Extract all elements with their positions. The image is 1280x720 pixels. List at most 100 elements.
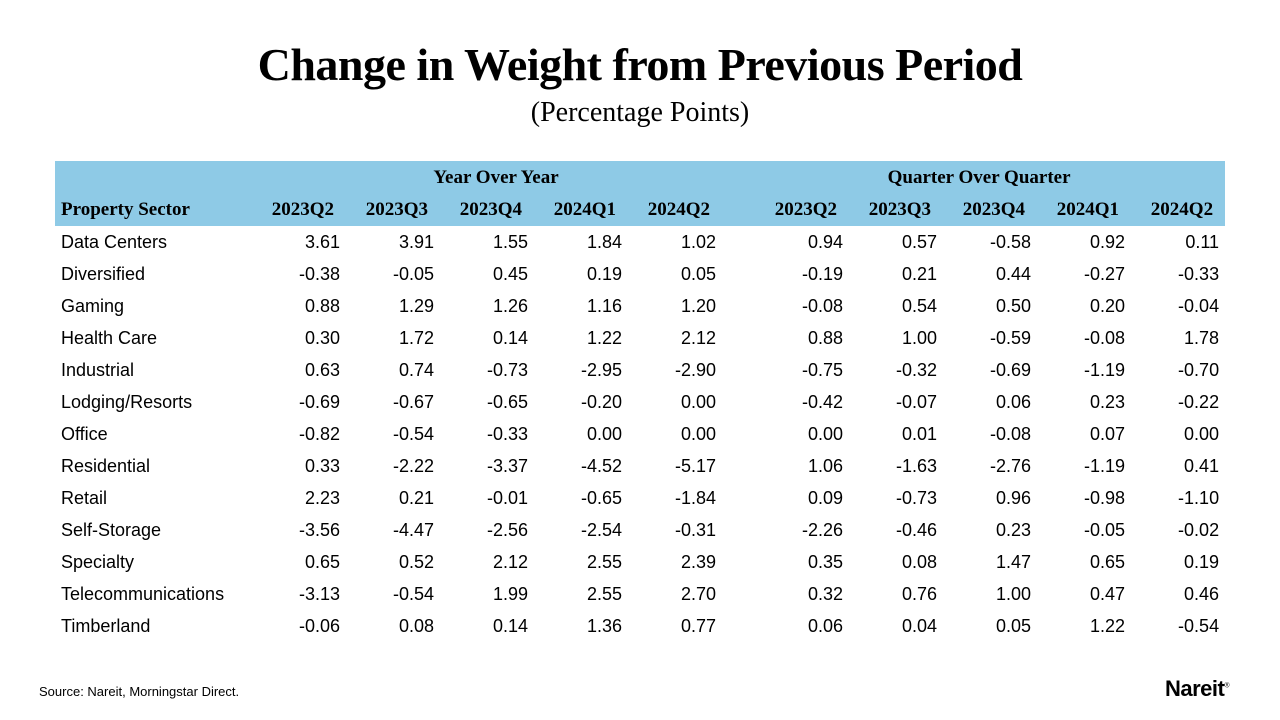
yoy-value: 0.65 bbox=[304, 551, 340, 572]
yoy-value: -0.20 bbox=[580, 391, 622, 412]
sector-name: Health Care bbox=[61, 327, 158, 348]
table-row: Office -0.82 -0.54 -0.33 0.00 0.00 0.00 0.01 -0.… bbox=[55, 418, 1225, 450]
yoy-value: -0.31 bbox=[675, 519, 717, 540]
yoy-value: -0.54 bbox=[392, 583, 434, 604]
yoy-value: 2.55 bbox=[586, 583, 622, 604]
qoq-value: -0.08 bbox=[990, 423, 1032, 444]
yoy-value: -2.95 bbox=[580, 359, 622, 380]
yoy-value: 0.74 bbox=[398, 359, 434, 380]
qoq-value: 0.88 bbox=[808, 327, 844, 348]
qoq-value: 0.35 bbox=[808, 551, 844, 572]
table-row: Telecommunications -3.13 -0.54 1.99 2.55 2.70… bbox=[55, 578, 1225, 610]
qoq-value: -0.27 bbox=[1084, 263, 1126, 284]
yoy-value: 0.08 bbox=[398, 615, 434, 636]
sector-name: Telecommunications bbox=[61, 583, 225, 604]
yoy-value: 2.12 bbox=[492, 551, 528, 572]
yoy-value: 1.36 bbox=[586, 615, 622, 636]
qoq-value: 0.47 bbox=[1090, 583, 1126, 604]
qoq-value: -0.05 bbox=[1084, 519, 1126, 540]
sector-name: Office bbox=[61, 423, 108, 444]
qoq-value: 0.46 bbox=[1184, 583, 1220, 604]
qoq-value: 1.00 bbox=[902, 327, 938, 348]
source-note: Source: Nareit, Morningstar Direct. bbox=[39, 684, 240, 699]
yoy-value: -0.69 bbox=[298, 391, 340, 412]
yoy-value: 0.33 bbox=[304, 455, 340, 476]
qoq-value: 0.06 bbox=[996, 391, 1032, 412]
yoy-value: -0.54 bbox=[392, 423, 434, 444]
qoq-value: -0.02 bbox=[1178, 519, 1220, 540]
yoy-value: 1.26 bbox=[492, 295, 528, 316]
sector-name: Industrial bbox=[61, 359, 135, 380]
table-row: Diversified -0.38 -0.05 0.45 0.19 0.05 -0.19 0.… bbox=[55, 258, 1225, 290]
qoq-value: -0.58 bbox=[990, 231, 1032, 252]
slide-subtitle: (Percentage Points) bbox=[530, 97, 750, 128]
column-header-yoy-2024Q2: 2024Q2 bbox=[622, 194, 717, 226]
weight-change-table: Year Over Year Quarter Over Quarter Prop… bbox=[55, 161, 1226, 642]
qoq-value: 1.06 bbox=[808, 455, 844, 476]
yoy-value: 0.88 bbox=[304, 295, 340, 316]
yoy-value: -0.73 bbox=[486, 359, 528, 380]
table-row: Industrial 0.63 0.74 -0.73 -2.95 -2.90 -0.75 -0… bbox=[55, 354, 1225, 386]
qoq-value: 1.78 bbox=[1184, 327, 1220, 348]
qoq-value: 0.21 bbox=[902, 263, 938, 284]
qoq-value: 1.47 bbox=[996, 551, 1032, 572]
yoy-value: -2.54 bbox=[580, 519, 622, 540]
table-row: Gaming 0.88 1.29 1.26 1.16 1.20 -0.08 0.54 0.50 0… bbox=[55, 290, 1225, 322]
qoq-value: 1.22 bbox=[1090, 615, 1126, 636]
yoy-value: 0.77 bbox=[681, 615, 717, 636]
qoq-value: 0.05 bbox=[996, 615, 1032, 636]
qoq-value: 0.96 bbox=[996, 487, 1032, 508]
group-header-yoy: Year Over Year bbox=[246, 161, 717, 194]
row-header-label: Property Sector bbox=[55, 194, 246, 226]
qoq-value: 0.92 bbox=[1090, 231, 1126, 252]
qoq-value: -0.32 bbox=[896, 359, 938, 380]
qoq-value: 1.00 bbox=[996, 583, 1032, 604]
yoy-value: 1.16 bbox=[586, 295, 622, 316]
qoq-value: -2.76 bbox=[990, 455, 1032, 476]
yoy-value: 0.30 bbox=[304, 327, 340, 348]
qoq-value: -0.42 bbox=[802, 391, 844, 412]
column-header-qoq-2023Q2: 2023Q2 bbox=[749, 194, 844, 226]
yoy-value: 0.00 bbox=[681, 391, 717, 412]
qoq-value: -1.19 bbox=[1084, 455, 1126, 476]
column-header-yoy-2024Q1: 2024Q1 bbox=[528, 194, 622, 226]
yoy-value: -0.01 bbox=[486, 487, 528, 508]
yoy-value: 2.23 bbox=[304, 487, 340, 508]
yoy-value: -1.84 bbox=[675, 487, 717, 508]
yoy-value: 0.05 bbox=[681, 263, 717, 284]
qoq-value: -0.08 bbox=[802, 295, 844, 316]
yoy-value: -0.05 bbox=[392, 263, 434, 284]
sector-name: Timberland bbox=[61, 615, 151, 636]
qoq-value: -0.54 bbox=[1178, 615, 1220, 636]
qoq-value: 0.04 bbox=[902, 615, 938, 636]
qoq-value: 0.23 bbox=[996, 519, 1032, 540]
yoy-value: -0.06 bbox=[298, 615, 340, 636]
sector-name: Self-Storage bbox=[61, 519, 162, 540]
qoq-value: 0.07 bbox=[1090, 423, 1126, 444]
column-header-qoq-2023Q3: 2023Q3 bbox=[843, 194, 938, 226]
qoq-value: -0.73 bbox=[896, 487, 938, 508]
yoy-value: 1.72 bbox=[398, 327, 434, 348]
table-row: Retail 2.23 0.21 -0.01 -0.65 -1.84 0.09 -0.73 0.… bbox=[55, 482, 1225, 514]
qoq-value: 0.08 bbox=[902, 551, 938, 572]
qoq-value: 0.54 bbox=[902, 295, 938, 316]
yoy-value: 0.52 bbox=[398, 551, 434, 572]
qoq-value: 0.09 bbox=[808, 487, 844, 508]
column-header-yoy-2023Q4: 2023Q4 bbox=[434, 194, 528, 226]
qoq-value: -1.19 bbox=[1084, 359, 1126, 380]
qoq-value: 0.20 bbox=[1090, 295, 1126, 316]
qoq-value: -0.08 bbox=[1084, 327, 1126, 348]
group-header-qoq: Quarter Over Quarter bbox=[749, 161, 1220, 194]
table-row: Specialty 0.65 0.52 2.12 2.55 2.39 0.35 0.08 1.4… bbox=[55, 546, 1225, 578]
qoq-value: -0.75 bbox=[802, 359, 844, 380]
yoy-value: 2.39 bbox=[681, 551, 717, 572]
slide-title: Change in Weight from Previous Period bbox=[257, 39, 1023, 90]
qoq-value: 0.57 bbox=[902, 231, 938, 252]
sector-name: Retail bbox=[61, 487, 108, 508]
table-row: Timberland -0.06 0.08 0.14 1.36 0.77 0.06 0.04 0… bbox=[55, 610, 1225, 642]
yoy-value: -0.82 bbox=[298, 423, 340, 444]
yoy-value: 1.20 bbox=[681, 295, 717, 316]
qoq-value: -0.22 bbox=[1178, 391, 1220, 412]
qoq-value: -0.98 bbox=[1084, 487, 1126, 508]
yoy-value: -0.65 bbox=[486, 391, 528, 412]
